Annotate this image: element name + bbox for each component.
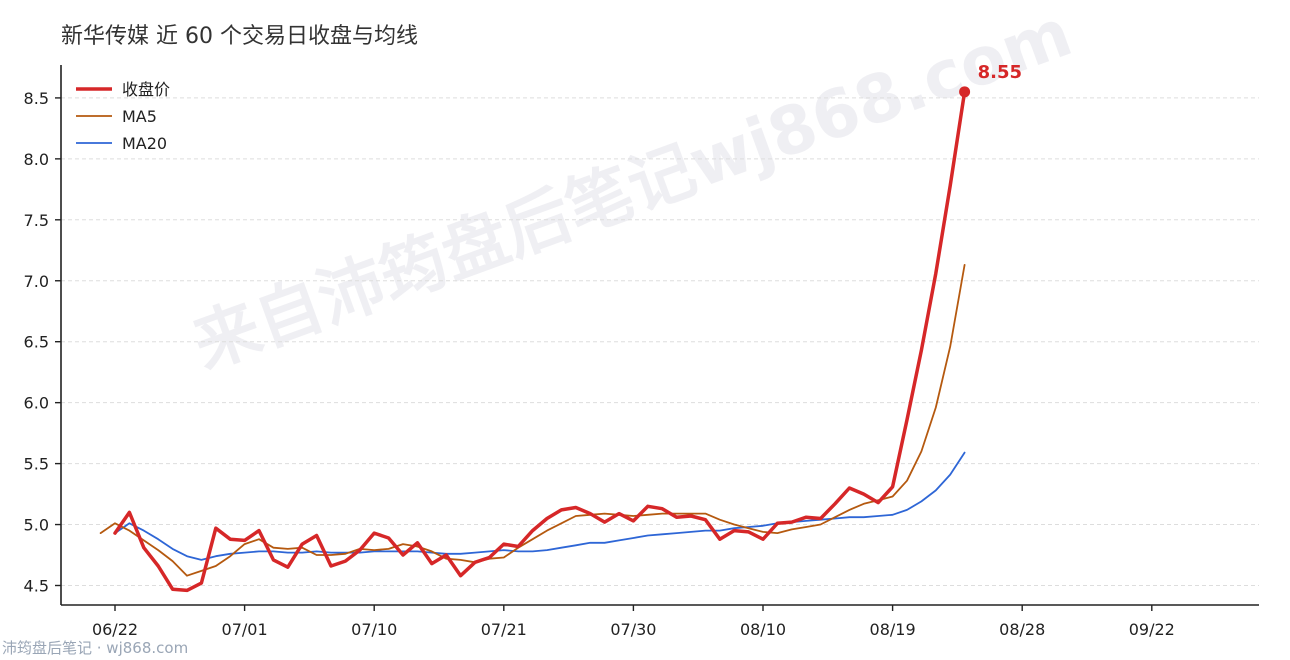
y-tick-label: 8.0 (24, 150, 49, 169)
last-point-marker: 8.55 (959, 62, 1022, 98)
legend-label-ma20: MA20 (122, 134, 167, 153)
x-tick-label: 09/22 (1129, 620, 1175, 639)
series-lines (99, 90, 967, 593)
last-value-label: 8.55 (978, 62, 1022, 83)
x-tick-label: 08/19 (870, 620, 916, 639)
legend-label-close: 收盘价 (122, 80, 170, 99)
x-tick-label: 06/22 (92, 620, 138, 639)
series-line-ma20 (114, 451, 966, 561)
y-tick-label: 8.5 (24, 89, 49, 108)
x-tick-label: 07/01 (222, 620, 268, 639)
gridlines (61, 97, 1259, 586)
footer-credit: 沛筠盘后笔记 · wj868.com (2, 639, 188, 657)
legend: 收盘价 MA5 MA20 (76, 80, 170, 153)
x-tick-label: 07/30 (610, 620, 656, 639)
x-ticks: 06/22 07/01 07/10 07/21 07/30 08/10 08/19 08/28… (92, 605, 1175, 639)
series-line-close (113, 90, 967, 593)
legend-label-ma5: MA5 (122, 107, 157, 126)
y-tick-label: 7.0 (24, 272, 49, 291)
series-line-ma5 (99, 263, 966, 577)
y-tick-label: 6.0 (24, 394, 49, 413)
x-tick-label: 07/10 (351, 620, 397, 639)
y-tick-label: 5.5 (24, 455, 49, 474)
y-ticks: 4.5 5.0 5.5 6.0 6.5 7.0 7.5 8.0 8.5 (24, 89, 61, 595)
y-tick-label: 5.0 (24, 516, 49, 535)
x-tick-label: 08/28 (999, 620, 1045, 639)
x-tick-label: 07/21 (481, 620, 527, 639)
y-tick-label: 4.5 (24, 576, 49, 595)
y-tick-label: 7.5 (24, 211, 49, 230)
last-point-dot (959, 86, 971, 98)
x-tick-label: 08/10 (740, 620, 786, 639)
chart-title: 新华传媒 近 60 个交易日收盘与均线 (61, 24, 418, 49)
y-tick-label: 6.5 (24, 333, 49, 352)
watermark: 来自沛筠盘后笔记wj868.com (183, 0, 1081, 384)
